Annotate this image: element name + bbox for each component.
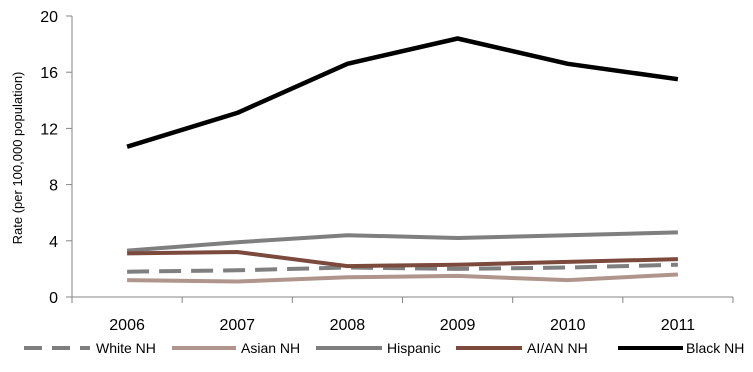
series-lines (126, 36, 679, 284)
legend-label-ai-an-nh: AI/AN NH (527, 340, 588, 356)
legend-label-black-nh: Black NH (686, 340, 744, 356)
x-tick-label: 2009 (440, 317, 476, 334)
series-line-asian-nh (127, 272, 679, 284)
series-line-white-nh (127, 262, 678, 274)
y-tick-label: 0 (49, 290, 58, 307)
series-line-ai-an-nh (127, 250, 678, 269)
x-tick-label: 2008 (330, 317, 366, 334)
legend-label-hispanic: Hispanic (387, 340, 441, 356)
x-tick-label: 2011 (661, 317, 696, 334)
y-axis-ticks: 0 4 8 12 16 20 (40, 9, 72, 307)
y-tick-label: 4 (49, 234, 58, 251)
y-tick-label: 8 (49, 178, 58, 195)
legend-label-white-nh: White NH (96, 340, 156, 356)
y-tick-label: 12 (40, 121, 58, 138)
x-tick-label: 2007 (219, 317, 255, 334)
axes (71, 16, 733, 298)
x-tick-label: 2006 (109, 317, 145, 334)
legend-label-asian-nh: Asian NH (241, 340, 300, 356)
x-axis-ticks: 2006 2007 2008 2009 2010 2011 (71, 297, 734, 334)
series-line-hispanic (126, 230, 678, 253)
series-line-black-nh (126, 36, 679, 149)
y-tick-label: 20 (40, 9, 58, 26)
y-axis-label: Rate (per 100,000 population) (10, 72, 25, 245)
y-tick-label: 16 (40, 65, 58, 82)
x-tick-label: 2010 (550, 317, 586, 334)
legend: White NH Asian NH Hispanic AI/AN NH Black NH (24, 340, 744, 356)
